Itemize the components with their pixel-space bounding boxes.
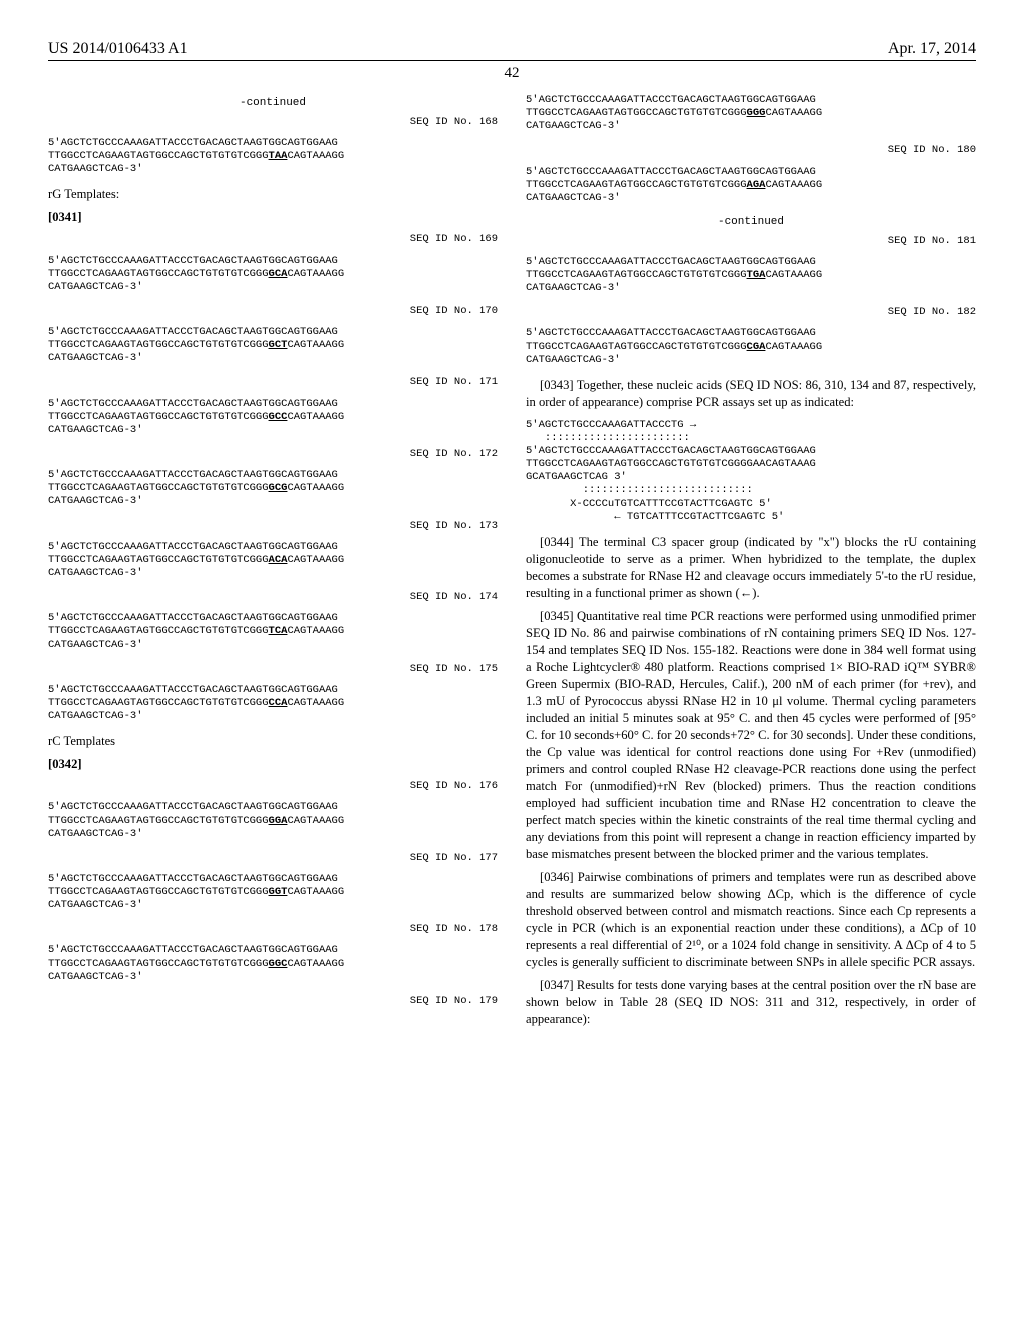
sequence-178: 5'AGCTCTGCCCAAAGATTACCCTGACAGCTAAGTGGCAG…: [48, 944, 498, 983]
seq-id: SEQ ID No. 174: [48, 590, 498, 604]
seq-id: SEQ ID No. 171: [48, 375, 498, 389]
sequence-174: 5'AGCTCTGCCCAAAGATTACCCTGACAGCTAAGTGGCAG…: [48, 612, 498, 651]
seq-id: SEQ ID No. 179: [48, 994, 498, 1008]
seq-id: SEQ ID No. 172: [48, 447, 498, 461]
seq-id: SEQ ID No. 175: [48, 662, 498, 676]
rc-templates-label: rC Templates: [48, 733, 498, 750]
seq-id: SEQ ID No. 181: [526, 234, 976, 248]
seq-id: SEQ ID No. 169: [48, 232, 498, 246]
seq-id: SEQ ID No. 180: [526, 143, 976, 157]
paragraph-0341: [0341]: [48, 209, 498, 226]
sequence-169: 5'AGCTCTGCCCAAAGATTACCCTGACAGCTAAGTGGCAG…: [48, 255, 498, 294]
seq-id: SEQ ID No. 170: [48, 304, 498, 318]
seq-id: SEQ ID No. 178: [48, 922, 498, 936]
sequence-180: 5'AGCTCTGCCCAAAGATTACCCTGACAGCTAAGTGGCAG…: [526, 166, 976, 205]
sequence-176: 5'AGCTCTGCCCAAAGATTACCCTGACAGCTAAGTGGCAG…: [48, 801, 498, 840]
seq-id: SEQ ID No. 177: [48, 851, 498, 865]
seq-id: SEQ ID No. 176: [48, 779, 498, 793]
seq-id: SEQ ID No. 173: [48, 519, 498, 533]
paragraph-0346: [0346] Pairwise combinations of primers …: [526, 869, 976, 971]
sequence-175: 5'AGCTCTGCCCAAAGATTACCCTGACAGCTAAGTGGCAG…: [48, 684, 498, 723]
sequence-182: 5'AGCTCTGCCCAAAGATTACCCTGACAGCTAAGTGGCAG…: [526, 327, 976, 366]
page-header: US 2014/0106433 A1 Apr. 17, 2014: [48, 40, 976, 61]
paragraph-0344: [0344] The terminal C3 spacer group (ind…: [526, 534, 976, 602]
sequence-172: 5'AGCTCTGCCCAAAGATTACCCTGACAGCTAAGTGGCAG…: [48, 469, 498, 508]
sequence-170: 5'AGCTCTGCCCAAAGATTACCCTGACAGCTAAGTGGCAG…: [48, 326, 498, 365]
paragraph-0345: [0345] Quantitative real time PCR reacti…: [526, 608, 976, 863]
page-number: 42: [48, 65, 976, 82]
paragraph-0347: [0347] Results for tests done varying ba…: [526, 977, 976, 1028]
sequence-171: 5'AGCTCTGCCCAAAGATTACCCTGACAGCTAAGTGGCAG…: [48, 398, 498, 437]
sequence-179: 5'AGCTCTGCCCAAAGATTACCCTGACAGCTAAGTGGCAG…: [526, 94, 976, 133]
seq-id: SEQ ID No. 182: [526, 305, 976, 319]
two-column-body: -continued SEQ ID No. 168 5'AGCTCTGCCCAA…: [48, 94, 976, 1028]
rg-templates-label: rG Templates:: [48, 186, 498, 203]
continued-label-left: -continued: [48, 96, 498, 111]
pcr-alignment-block: 5'AGCTCTGCCCAAAGATTACCCTG → ::::::::::::…: [526, 419, 976, 524]
sequence-173: 5'AGCTCTGCCCAAAGATTACCCTGACAGCTAAGTGGCAG…: [48, 541, 498, 580]
publication-number: US 2014/0106433 A1: [48, 40, 188, 58]
publication-date: Apr. 17, 2014: [888, 40, 976, 58]
paragraph-0342: [0342]: [48, 756, 498, 773]
continued-label-right: -continued: [526, 215, 976, 230]
seq-id: SEQ ID No. 168: [48, 115, 498, 129]
sequence-168: 5'AGCTCTGCCCAAAGATTACCCTGACAGCTAAGTGGCAG…: [48, 137, 498, 176]
paragraph-0343: [0343] Together, these nucleic acids (SE…: [526, 377, 976, 411]
sequence-177: 5'AGCTCTGCCCAAAGATTACCCTGACAGCTAAGTGGCAG…: [48, 873, 498, 912]
sequence-181: 5'AGCTCTGCCCAAAGATTACCCTGACAGCTAAGTGGCAG…: [526, 256, 976, 295]
